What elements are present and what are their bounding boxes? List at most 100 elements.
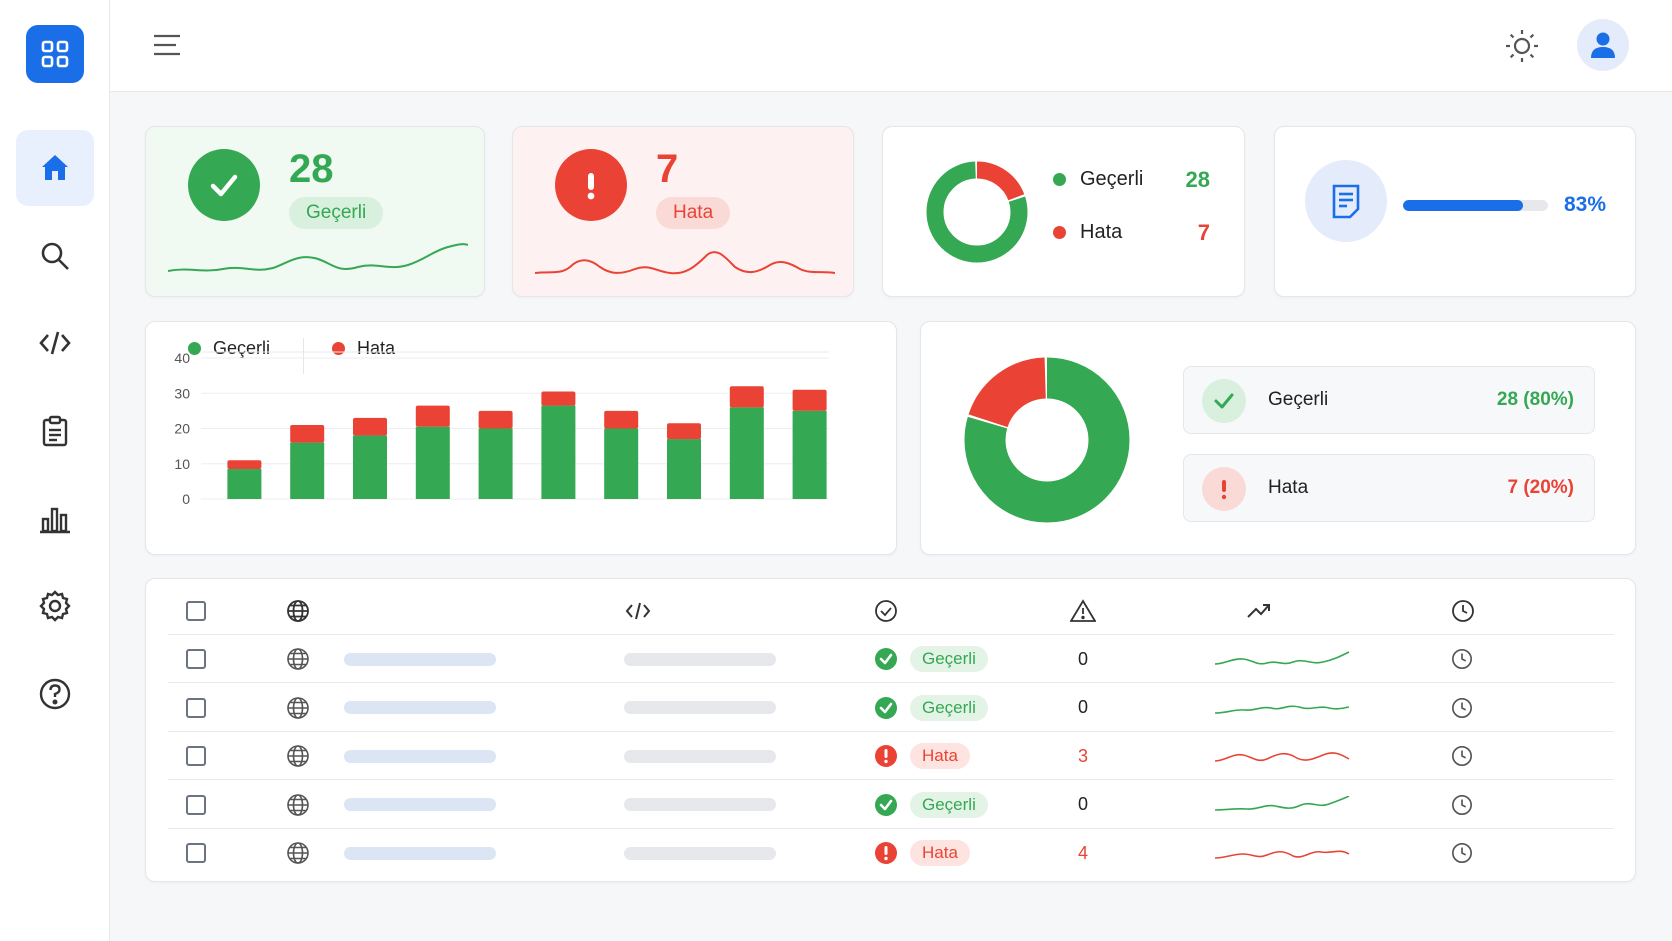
table-row[interactable]: Geçerli 0 xyxy=(168,684,1614,732)
table-row[interactable]: Hata 4 xyxy=(168,829,1614,877)
bar-error[interactable] xyxy=(478,410,513,429)
bar-valid[interactable] xyxy=(667,439,701,499)
legend-valid-value: 28 xyxy=(1185,166,1210,192)
sidebar-item-home[interactable] xyxy=(16,130,94,206)
globe-icon xyxy=(287,696,309,719)
legend-error-label: Hata xyxy=(1080,221,1123,243)
alert-circle-icon xyxy=(875,745,897,767)
bar-chart-icon xyxy=(40,507,70,534)
row-checkbox[interactable] xyxy=(186,697,206,718)
progress-bar xyxy=(1403,200,1548,211)
ratio-error-label: Hata xyxy=(1268,477,1309,498)
bar-error[interactable] xyxy=(604,410,639,429)
sidebar-item-code[interactable] xyxy=(16,305,94,381)
document-icon-wrap xyxy=(1305,160,1387,242)
bar-valid[interactable] xyxy=(227,469,262,499)
bar-error[interactable] xyxy=(415,405,450,427)
progress-bar-fill xyxy=(1403,200,1524,211)
globe-icon xyxy=(287,745,309,767)
bar-valid[interactable] xyxy=(290,442,325,499)
row-code-placeholder xyxy=(624,749,776,763)
ratio-valid-label: Geçerli xyxy=(1268,389,1329,410)
check-circle-icon xyxy=(875,600,897,622)
issue-count: 0 xyxy=(1077,697,1088,717)
clock-icon[interactable] xyxy=(1451,697,1473,719)
bar-valid[interactable] xyxy=(729,407,764,499)
bar-error[interactable] xyxy=(290,424,325,443)
sidebar-item-analytics[interactable] xyxy=(16,480,94,556)
alert-circle-icon xyxy=(875,842,897,864)
y-tick-label: 40 xyxy=(174,350,190,366)
app-logo[interactable] xyxy=(26,25,84,83)
sidebar-item-settings[interactable] xyxy=(16,568,94,644)
gear-icon xyxy=(39,590,71,622)
error-label: Hata xyxy=(656,197,731,229)
legend-valid-label: Geçerli xyxy=(1080,168,1144,190)
sidebar-item-search[interactable] xyxy=(16,218,94,294)
sidebar-item-reports[interactable] xyxy=(16,393,94,469)
bar-valid[interactable] xyxy=(541,405,576,499)
table-row[interactable]: Hata 3 xyxy=(168,732,1614,780)
y-tick-label: 0 xyxy=(182,491,190,507)
row-checkbox[interactable] xyxy=(186,746,206,766)
bar-chart-card: Geçerli Hata 0 10 20 30 40 xyxy=(145,321,897,555)
clock-icon xyxy=(1452,600,1474,622)
bar-legend-valid-dot xyxy=(188,342,201,355)
row-url-placeholder xyxy=(344,701,496,714)
check-circle-icon xyxy=(188,149,260,221)
bar-valid[interactable] xyxy=(353,435,387,499)
status-badge: Hata xyxy=(910,743,970,769)
error-count: 7 xyxy=(656,147,679,191)
legend-error-value: 7 xyxy=(1197,219,1210,245)
legend-error: Hata 7 xyxy=(1053,220,1210,245)
clock-icon[interactable] xyxy=(1451,648,1473,670)
user-avatar[interactable] xyxy=(1577,19,1629,71)
table-row[interactable]: Geçerli 0 xyxy=(168,635,1614,683)
trend-sparkline xyxy=(1214,651,1350,665)
bar-error[interactable] xyxy=(729,386,764,408)
status-badge: Geçerli xyxy=(910,646,988,672)
check-circle-icon xyxy=(875,793,897,816)
bar-legend-error-label: Hata xyxy=(357,338,396,358)
menu-icon[interactable] xyxy=(150,30,184,60)
status-badge: Hata xyxy=(910,840,970,866)
y-tick-label: 20 xyxy=(174,421,190,437)
trend-icon xyxy=(1247,604,1270,618)
sidebar-item-help[interactable] xyxy=(16,656,94,732)
theme-toggle-button[interactable] xyxy=(1500,24,1544,68)
row-code-placeholder xyxy=(624,846,776,860)
bar-error[interactable] xyxy=(792,389,827,411)
ratio-row-error: Hata 7 (20%) xyxy=(1183,454,1595,522)
bar-error[interactable] xyxy=(353,417,387,436)
results-table: Geçerli 0 Geçerli 0 Hata 3 Geçerli 0 Hata 4 xyxy=(145,578,1636,882)
row-url-placeholder xyxy=(344,798,496,811)
bar-error[interactable] xyxy=(667,423,701,440)
globe-icon xyxy=(287,648,309,670)
row-checkbox[interactable] xyxy=(186,794,206,815)
bar-error[interactable] xyxy=(541,391,576,406)
bar-valid[interactable] xyxy=(604,428,639,500)
distribution-donut-chart xyxy=(964,357,1130,523)
table-row[interactable]: Geçerli 0 xyxy=(168,781,1614,829)
row-checkbox[interactable] xyxy=(186,649,206,669)
trend-sparkline xyxy=(1214,795,1350,811)
row-url-placeholder xyxy=(344,846,496,860)
select-all-checkbox[interactable] xyxy=(186,601,206,621)
clock-icon[interactable] xyxy=(1451,794,1473,816)
bar-valid[interactable] xyxy=(792,410,827,499)
clock-icon[interactable] xyxy=(1451,745,1473,767)
search-icon xyxy=(41,242,69,270)
top-header xyxy=(110,0,1672,92)
y-tick-label: 30 xyxy=(174,385,190,401)
row-url-placeholder xyxy=(344,749,496,763)
bar-valid[interactable] xyxy=(478,428,513,500)
table-header-row xyxy=(168,587,1614,635)
row-checkbox[interactable] xyxy=(186,843,206,863)
check-icon xyxy=(1202,379,1246,423)
document-icon xyxy=(1332,184,1360,219)
bar-valid[interactable] xyxy=(415,426,450,499)
clock-icon[interactable] xyxy=(1451,842,1473,864)
bar-error[interactable] xyxy=(227,460,262,470)
sun-icon xyxy=(1506,30,1538,62)
trend-sparkline xyxy=(1214,705,1350,714)
